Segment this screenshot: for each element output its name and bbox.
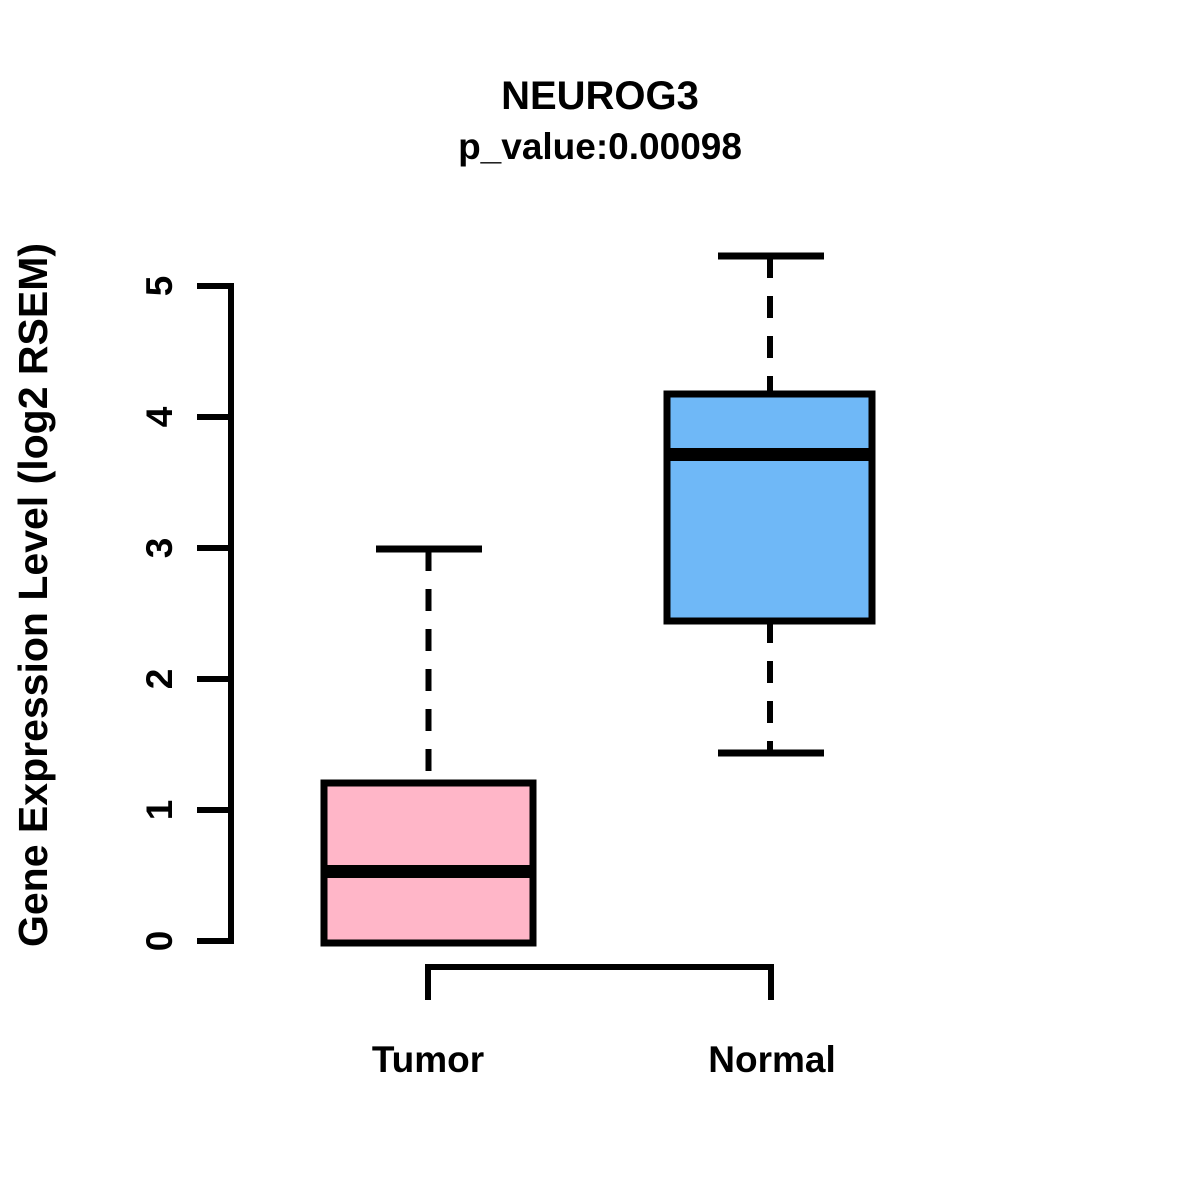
chart-subtitle: p_value:0.00098 [458,126,742,167]
x-axis: Tumor Normal [372,964,836,1080]
box-normal [663,252,876,757]
y-tick-label-0: 0 [139,931,180,952]
y-tick-label-4: 4 [139,406,180,427]
y-tick-label-5: 5 [139,276,180,297]
normal-box-body [663,390,876,625]
y-tick-label-3: 3 [139,538,180,559]
y-tick-label-1: 1 [139,800,180,821]
tumor-box-body [320,779,537,947]
y-axis-label: Gene Expression Level (log2 RSEM) [10,243,56,947]
x-tick-label-normal: Normal [708,1039,835,1080]
box-tumor [320,545,537,947]
x-tick-label-tumor: Tumor [372,1039,484,1080]
y-axis: 0 1 2 3 4 5 [139,276,234,952]
chart-title: NEUROG3 [501,74,699,118]
y-tick-label-2: 2 [139,669,180,690]
